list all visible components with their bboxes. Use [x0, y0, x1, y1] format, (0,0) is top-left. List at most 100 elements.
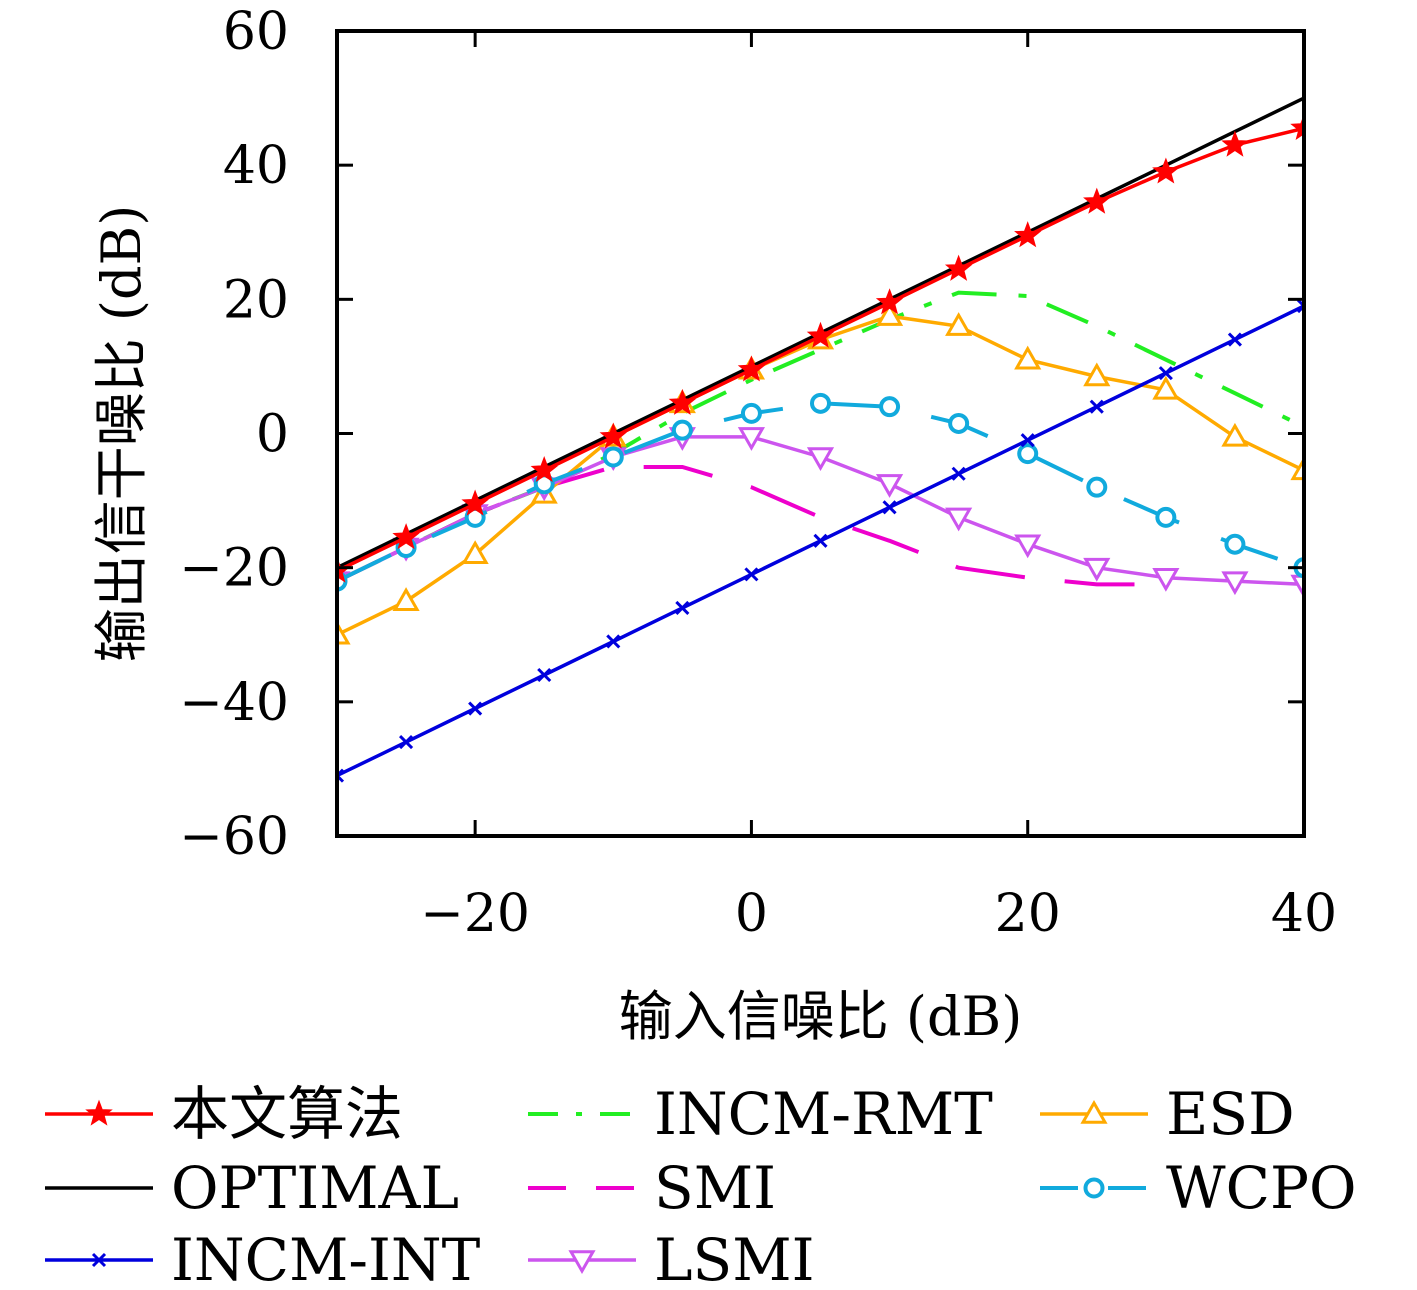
- data-point: [806, 321, 835, 348]
- data-point: [537, 667, 552, 683]
- data-point: [1221, 130, 1249, 157]
- data-point: [1152, 375, 1180, 400]
- y-tick-label: 60: [223, 2, 289, 62]
- data-point: [875, 288, 904, 315]
- series--: [337, 113, 1304, 583]
- series-layer: [337, 96, 1304, 783]
- data-point: [744, 567, 759, 582]
- data-point: [951, 466, 966, 481]
- data-point: [1083, 557, 1111, 582]
- data-point: [1290, 574, 1304, 599]
- legend-entry: ESD: [1040, 1080, 1295, 1148]
- series-incm-int: [337, 298, 1304, 783]
- x-tick-label: 0: [735, 884, 768, 944]
- data-point: [1152, 157, 1180, 184]
- series-smi: [337, 465, 1166, 587]
- data-point: [337, 768, 345, 783]
- data-point: [1083, 187, 1111, 214]
- x-tick-label: 40: [1271, 884, 1337, 944]
- data-point: [737, 355, 766, 382]
- legend-marker: [1083, 1177, 1105, 1199]
- data-point: [945, 312, 973, 336]
- data-point: [530, 455, 558, 483]
- legend-entry: SMI: [528, 1154, 776, 1222]
- data-point: [810, 392, 831, 414]
- legend-label: INCM-RMT: [654, 1080, 993, 1148]
- data-point: [671, 419, 693, 441]
- data-point: [813, 533, 828, 548]
- x-tick-label: 20: [995, 884, 1061, 944]
- data-point: [875, 474, 904, 498]
- y-tick-label: 20: [223, 270, 289, 330]
- data-point: [1014, 534, 1042, 559]
- data-point: [1296, 298, 1304, 314]
- data-point: [1020, 433, 1035, 448]
- data-point: [740, 402, 762, 424]
- data-point: [461, 540, 489, 564]
- axis-ticks: −20 0 20 40 −60 −40 −20 0 20 40 60: [179, 2, 1337, 944]
- series-line: [337, 290, 1304, 583]
- legend-entry: INCM-RMT: [528, 1080, 993, 1148]
- data-point: [1227, 332, 1242, 347]
- data-point: [1014, 221, 1042, 248]
- data-point: [461, 489, 489, 516]
- data-point: [944, 254, 973, 281]
- legend-entry: LSMI: [528, 1226, 815, 1290]
- data-point: [1290, 456, 1304, 481]
- data-point: [882, 500, 897, 515]
- series-line: [337, 401, 1304, 583]
- data-point: [392, 523, 420, 550]
- data-point: [337, 620, 351, 645]
- series-line: [337, 465, 1166, 587]
- plot-frame: [335, 29, 1306, 838]
- data-point: [879, 396, 901, 418]
- data-point: [1014, 345, 1042, 370]
- legend-label: 本文算法: [171, 1080, 403, 1148]
- legend-marker: [568, 1250, 596, 1275]
- legend-entry: WCPO: [1040, 1154, 1357, 1222]
- data-point: [606, 634, 621, 649]
- data-point: [668, 388, 697, 415]
- data-point: [392, 587, 420, 611]
- data-point: [468, 701, 483, 716]
- legend-label: WCPO: [1166, 1154, 1357, 1222]
- legend-label: LSMI: [654, 1226, 815, 1290]
- data-point: [602, 446, 624, 468]
- y-tick-label: −60: [179, 807, 289, 867]
- y-tick-label: −40: [179, 673, 289, 733]
- legend-marker: [91, 1252, 107, 1268]
- data-point: [1152, 567, 1180, 592]
- legend-label: INCM-INT: [171, 1226, 481, 1290]
- data-point: [948, 412, 970, 434]
- data-point: [1290, 113, 1304, 140]
- data-point: [1089, 399, 1104, 414]
- legend-label: ESD: [1166, 1080, 1295, 1148]
- y-axis-title: 输出信干噪比 (dB): [90, 205, 153, 663]
- data-point: [1083, 362, 1111, 387]
- legend-entry: 本文算法: [45, 1080, 403, 1148]
- data-point: [1155, 506, 1177, 528]
- series-line: [337, 314, 1304, 637]
- legend-label: OPTIMAL: [171, 1154, 459, 1222]
- data-point: [1224, 533, 1246, 555]
- data-point: [806, 447, 835, 472]
- series-esd: [337, 302, 1304, 645]
- data-point: [675, 600, 690, 615]
- data-point: [875, 302, 904, 326]
- y-tick-label: 0: [256, 405, 289, 465]
- data-point: [399, 735, 414, 750]
- y-tick-label: −20: [179, 539, 289, 599]
- y-tick-label: 40: [223, 136, 289, 196]
- series-wcpo: [337, 392, 1304, 592]
- legend-entry: INCM-INT: [45, 1226, 481, 1290]
- data-point: [599, 422, 627, 449]
- data-point: [1158, 366, 1173, 381]
- legend-label: SMI: [654, 1154, 776, 1222]
- series-incm-rmt: [337, 290, 1304, 583]
- legend-marker: [85, 1099, 113, 1126]
- x-tick-label: −20: [420, 884, 530, 944]
- legend-marker: [1080, 1099, 1108, 1124]
- data-point: [1017, 443, 1039, 465]
